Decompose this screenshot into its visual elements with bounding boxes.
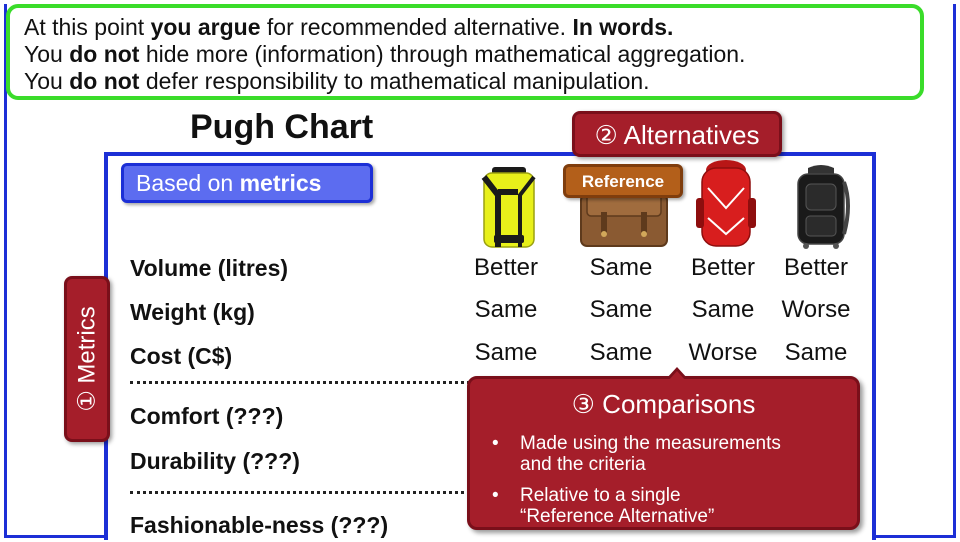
comparisons-bullet: • Made using the measurements and the cri… (492, 433, 781, 475)
metric-weight: Weight (kg) (130, 299, 255, 325)
metrics-basis-badge: Based on metrics (121, 163, 373, 203)
section-divider (130, 381, 470, 384)
metrics-label: ① Metrics (64, 276, 110, 442)
section-divider (130, 491, 470, 494)
cell-volume-alt2: Same (589, 254, 653, 281)
takeaway-callout: At this point you argue for recommended … (6, 4, 924, 100)
metric-comfort: Comfort (???) (130, 403, 284, 429)
red-backpack-icon (696, 160, 756, 247)
cell-cost-alt2: Same (589, 339, 653, 366)
cell-cost-alt4: Same (784, 339, 848, 366)
comparisons-bullet: • Relative to a single “Reference Alterna… (492, 485, 715, 527)
cell-weight-alt4: Worse (781, 296, 851, 323)
brown-satchel-icon (580, 191, 668, 247)
metric-cost: Cost (C$) (130, 343, 233, 369)
alternatives-label: ② Alternatives (572, 111, 782, 157)
metric-fashionableness: Fashionable-ness (???) (130, 512, 389, 538)
reference-tag: Reference (563, 164, 683, 198)
cell-volume-alt3: Better (690, 254, 756, 281)
callout-line-1: At this point you argue for recommended … (24, 14, 674, 40)
cell-cost-alt1: Same (474, 339, 538, 366)
callout-line-3: You do not defer responsibility to mathe… (24, 68, 650, 94)
cell-volume-alt1: Better (473, 254, 539, 281)
metric-volume: Volume (litres) (130, 255, 289, 281)
cell-weight-alt1: Same (474, 296, 538, 323)
cell-volume-alt4: Better (783, 254, 849, 281)
callout-line-2: You do not hide more (information) throu… (24, 41, 746, 67)
metric-durability: Durability (???) (130, 448, 300, 474)
chart-title: Pugh Chart (190, 108, 374, 146)
comparisons-title: ③ Comparisons (571, 389, 756, 419)
black-rolling-backpack-icon (797, 165, 850, 249)
cell-weight-alt3: Same (691, 296, 755, 323)
cell-cost-alt3: Worse (688, 339, 758, 366)
cell-weight-alt2: Same (589, 296, 653, 323)
comparisons-callout: ③ Comparisons • Made using the measuremen… (467, 367, 860, 530)
yellow-backpack-icon (481, 167, 536, 248)
